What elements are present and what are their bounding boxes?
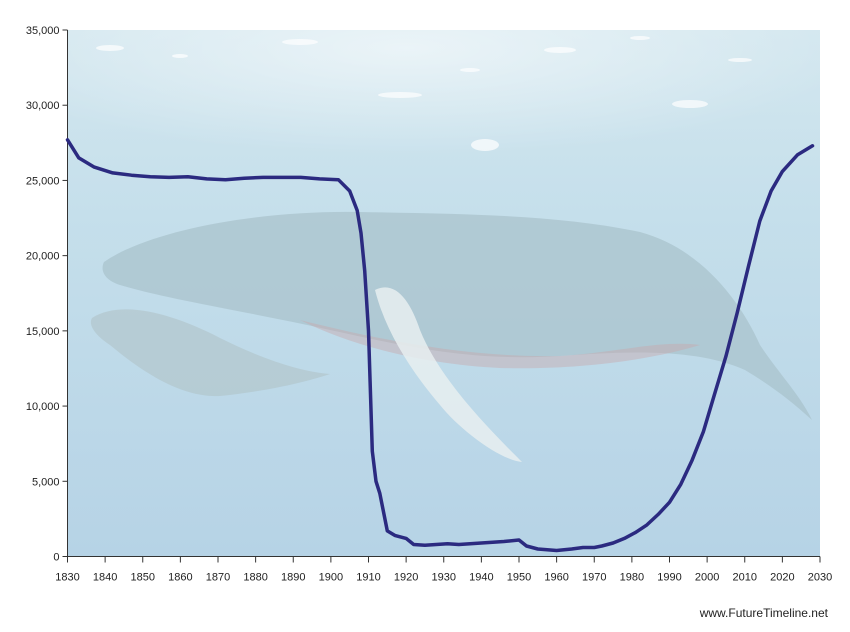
x-tick-label: 1850 bbox=[131, 572, 155, 584]
x-tick-label: 1960 bbox=[544, 572, 568, 584]
x-tick-label: 1870 bbox=[206, 572, 230, 584]
x-tick-label: 1940 bbox=[469, 572, 493, 584]
x-tick-label: 1830 bbox=[55, 572, 79, 584]
series-line-0 bbox=[65, 138, 815, 553]
x-tick-label: 2010 bbox=[733, 572, 757, 584]
y-tick-label: 5,000 bbox=[32, 476, 60, 488]
x-tick-label: 1930 bbox=[432, 572, 456, 584]
y-tick-label: 25,000 bbox=[26, 175, 60, 187]
series-layer bbox=[65, 138, 815, 553]
y-tick-label: 0 bbox=[53, 552, 59, 564]
x-tick-label: 1920 bbox=[394, 572, 418, 584]
x-tick-label: 1890 bbox=[281, 572, 305, 584]
x-tick-label: 1950 bbox=[507, 572, 531, 584]
x-tick-label: 2030 bbox=[808, 572, 832, 584]
x-tick-label: 1900 bbox=[319, 572, 343, 584]
y-tick-label: 30,000 bbox=[26, 100, 60, 112]
y-tick-label: 20,000 bbox=[26, 251, 60, 263]
y-tick-label: 15,000 bbox=[26, 326, 60, 338]
y-tick-label: 35,000 bbox=[26, 25, 60, 37]
x-tick-label: 1990 bbox=[657, 572, 681, 584]
x-tick-label: 2000 bbox=[695, 572, 719, 584]
x-tick-label: 2020 bbox=[770, 572, 794, 584]
y-axis: 0 5,000 10,000 15,000 20,000 25,000 30,000 35,0… bbox=[26, 25, 68, 564]
x-tick-label: 1980 bbox=[620, 572, 644, 584]
y-tick-label: 10,000 bbox=[26, 401, 60, 413]
whale-photo-background bbox=[68, 30, 820, 556]
x-axis: 1830 1840 1850 1860 1870 1880 1890 1900 1910 1920… bbox=[55, 556, 832, 584]
x-tick-label: 1840 bbox=[93, 572, 117, 584]
x-tick-label: 1860 bbox=[168, 572, 192, 584]
x-tick-label: 1970 bbox=[582, 572, 606, 584]
x-tick-label: 1910 bbox=[356, 572, 380, 584]
credit-text: www.FutureTimeline.net bbox=[699, 606, 828, 620]
x-tick-label: 1880 bbox=[243, 572, 267, 584]
